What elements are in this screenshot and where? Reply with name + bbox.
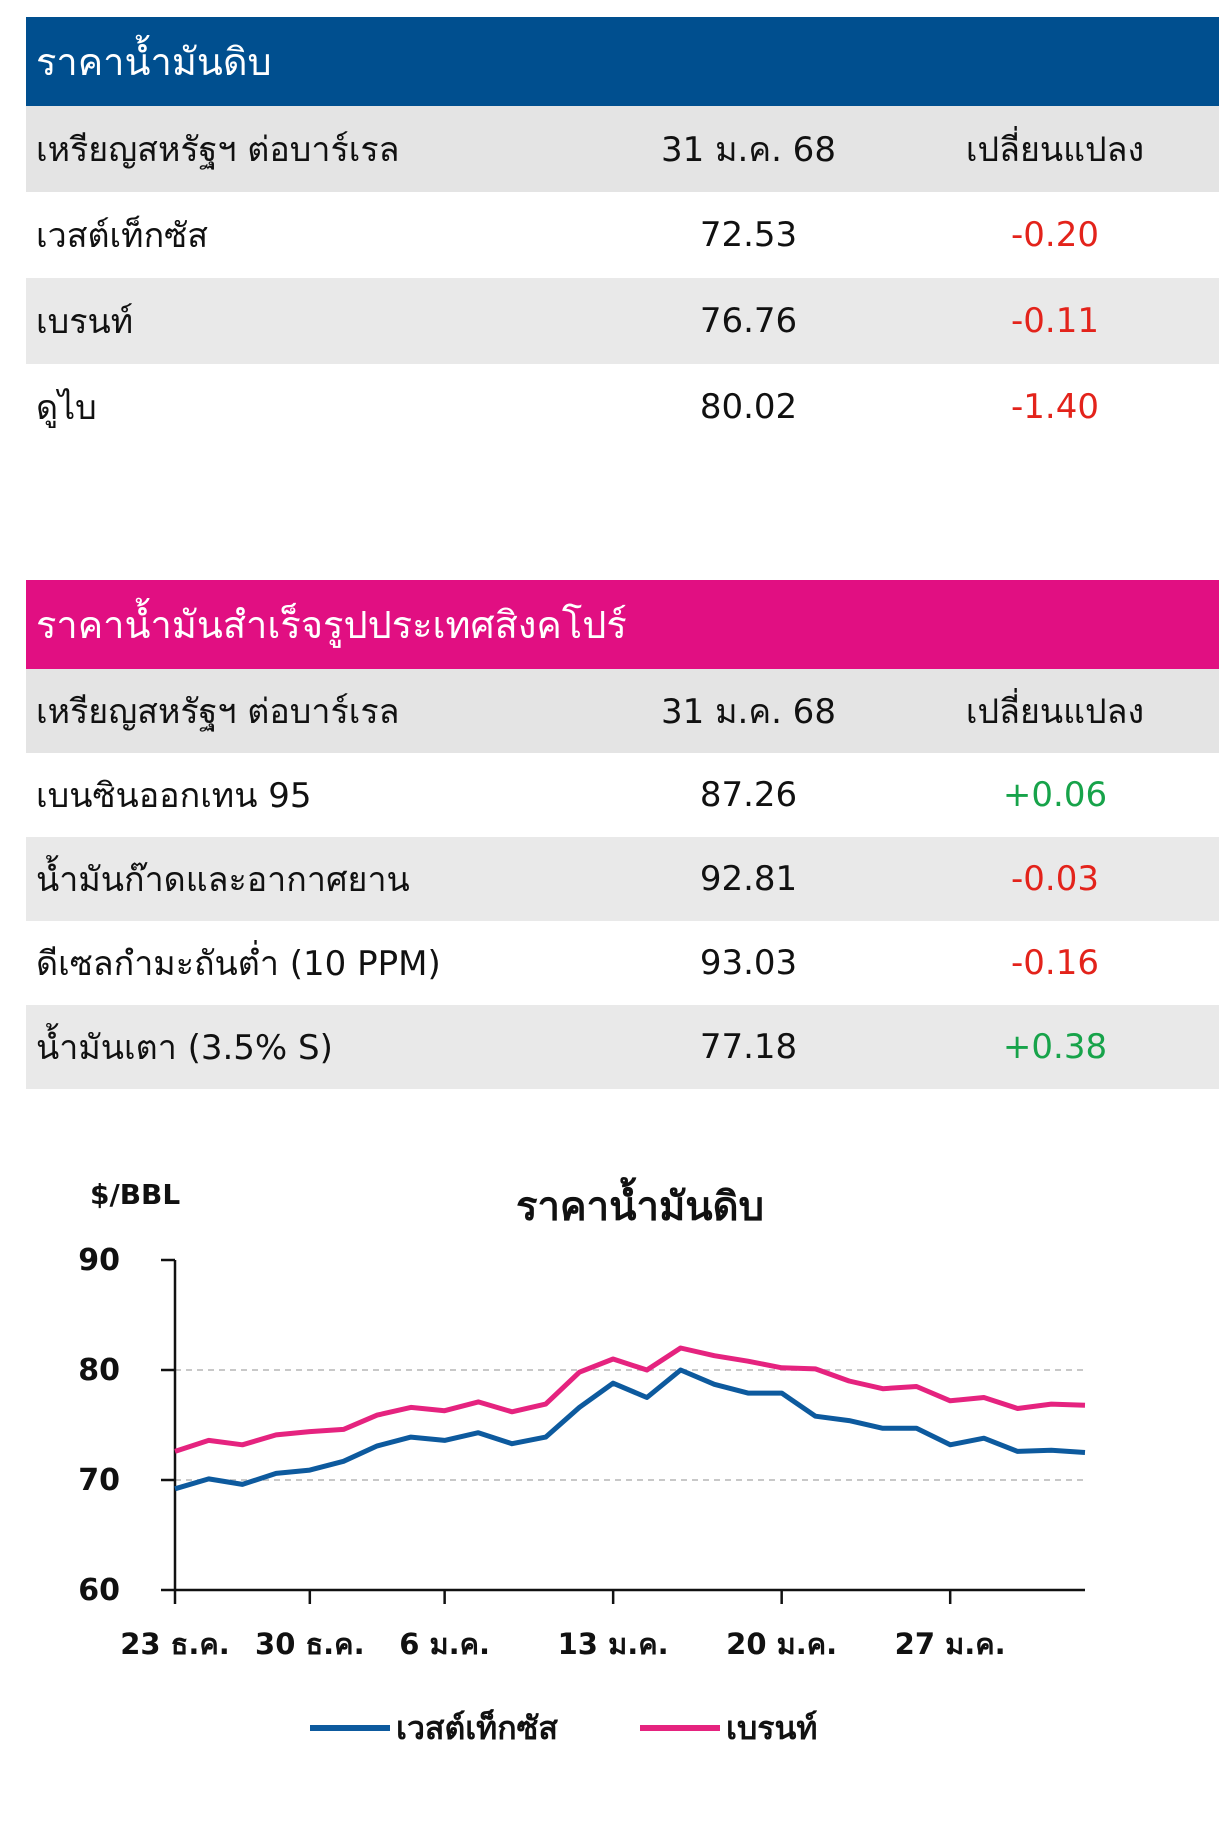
row-price: 87.26 <box>699 775 798 815</box>
x-tick-label: 6 ม.ค. <box>399 1627 490 1661</box>
row-name: น้ำมันเตา (3.5% S) <box>36 1028 333 1068</box>
singapore-products-title: ราคาน้ำมันสำเร็จรูปประเทศสิงคโปร์ <box>26 580 1219 669</box>
header-change: เปลี่ยนแปลง <box>965 130 1145 170</box>
y-tick-label: 80 <box>78 1353 120 1388</box>
y-tick-label: 90 <box>78 1243 120 1278</box>
x-tick-label: 30 ธ.ค. <box>255 1627 365 1661</box>
x-tick-label: 13 ม.ค. <box>558 1627 669 1661</box>
row-price: 93.03 <box>699 943 798 983</box>
header-unit: เหรียญสหรัฐฯ ต่อบาร์เรล <box>36 692 400 732</box>
row-change: -0.03 <box>1011 859 1099 899</box>
singapore-products-table: ราคาน้ำมันสำเร็จรูปประเทศสิงคโปร์ เหรียญ… <box>26 580 1219 1089</box>
y-ticks: 90 80 70 60 <box>78 1243 175 1608</box>
row-price: 80.02 <box>699 387 798 427</box>
chart-svg: $/BBL ราคาน้ำมันดิบ 90 80 70 60 23 ธ.ค. 30 ธ… <box>78 1177 1086 1747</box>
table-row: น้ำมันก๊าดและอากาศยาน 92.81 -0.03 <box>26 837 1219 921</box>
row-change: +0.06 <box>1002 775 1108 815</box>
x-tick-label: 27 ม.ค. <box>895 1627 1006 1661</box>
legend-label: เวสต์เท็กซัส <box>396 1708 558 1747</box>
table-row: เบนซินออกเทน 95 87.26 +0.06 <box>26 753 1219 837</box>
row-name: ดูไบ <box>36 388 97 428</box>
row-price: 77.18 <box>699 1027 798 1067</box>
table-header-row: เหรียญสหรัฐฯ ต่อบาร์เรล 31 ม.ค. 68 เปลี่… <box>26 106 1219 192</box>
table-row: ดีเซลกำมะถันต่ำ (10 PPM) 93.03 -0.16 <box>26 921 1219 1005</box>
legend: เวสต์เท็กซัส เบรนท์ <box>310 1708 817 1747</box>
crude-oil-chart: $/BBL ราคาน้ำมันดิบ 90 80 70 60 23 ธ.ค. 30 ธ… <box>0 1140 1229 1818</box>
y-tick-label: 60 <box>78 1573 120 1608</box>
brent-line <box>174 1345 1086 1454</box>
series-lines <box>174 1345 1086 1492</box>
grid <box>175 1369 1085 1481</box>
crude-oil-table: ราคาน้ำมันดิบ เหรียญสหรัฐฯ ต่อบาร์เรล 31… <box>26 17 1219 450</box>
row-change: -0.11 <box>1011 301 1099 341</box>
table-row: น้ำมันเตา (3.5% S) 77.18 +0.38 <box>26 1005 1219 1089</box>
header-change: เปลี่ยนแปลง <box>965 692 1145 732</box>
y-axis-unit: $/BBL <box>90 1178 180 1211</box>
table-row: ดูไบ 80.02 -1.40 <box>26 364 1219 450</box>
row-name: น้ำมันก๊าดและอากาศยาน <box>36 860 410 900</box>
row-change: -1.40 <box>1011 387 1099 427</box>
x-ticks: 23 ธ.ค. 30 ธ.ค. 6 ม.ค. 13 ม.ค. 20 ม.ค. 27 ม.ค… <box>120 1590 1006 1661</box>
row-change: -0.20 <box>1011 215 1099 255</box>
row-change: +0.38 <box>1002 1027 1108 1067</box>
legend-label: เบรนท์ <box>726 1709 817 1747</box>
x-tick-label: 20 ม.ค. <box>726 1627 837 1661</box>
header-date: 31 ม.ค. 68 <box>661 130 836 170</box>
row-price: 92.81 <box>699 859 798 899</box>
table-row: เวสต์เท็กซัส 72.53 -0.20 <box>26 192 1219 278</box>
crude-oil-title: ราคาน้ำมันดิบ <box>26 17 1219 106</box>
header-date: 31 ม.ค. 68 <box>661 692 836 732</box>
table-row: เบรนท์ 76.76 -0.11 <box>26 278 1219 364</box>
row-price: 72.53 <box>699 215 798 255</box>
row-change: -0.16 <box>1011 943 1099 983</box>
row-name: เบนซินออกเทน 95 <box>36 776 312 816</box>
row-name: เวสต์เท็กซัส <box>36 216 208 256</box>
table-header-row: เหรียญสหรัฐฯ ต่อบาร์เรล 31 ม.ค. 68 เปลี่… <box>26 669 1219 753</box>
axes <box>173 1260 1085 1592</box>
row-name: เบรนท์ <box>36 302 134 342</box>
header-unit: เหรียญสหรัฐฯ ต่อบาร์เรล <box>36 130 400 170</box>
row-price: 76.76 <box>699 301 798 341</box>
chart-title: ราคาน้ำมันดิบ <box>516 1177 764 1230</box>
wti-line <box>174 1367 1086 1492</box>
y-tick-label: 70 <box>78 1463 120 1498</box>
x-tick-label: 23 ธ.ค. <box>120 1627 230 1661</box>
row-name: ดีเซลกำมะถันต่ำ (10 PPM) <box>36 944 441 984</box>
